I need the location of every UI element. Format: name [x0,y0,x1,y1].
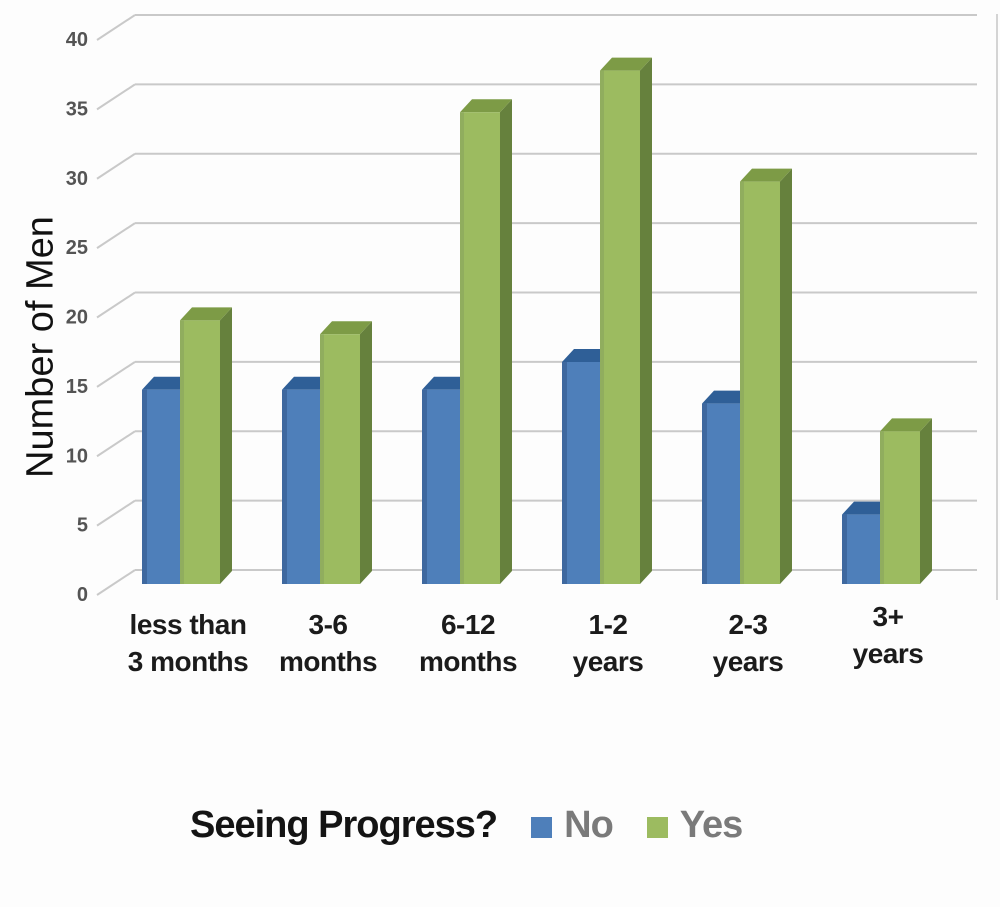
bar-no-top-2 [422,376,472,390]
bar-no-edge-2 [422,389,427,584]
legend-swatch-yes-icon [646,816,668,838]
bar-no-0 [142,389,180,584]
bar-no-top-1 [282,376,332,390]
x-category-label-line2: months [279,646,377,677]
x-category-label-line2: years [853,638,924,669]
bar-yes-0 [180,320,220,584]
tick-connector [96,569,136,596]
tick-connector [96,152,136,180]
y-axis-title: Number of Men [19,216,62,478]
tick-connector [96,430,136,458]
bar-no-top-5 [842,501,892,515]
y-tick-label: 30 [66,168,88,190]
legend-item-no: No [531,804,614,847]
bar-no-edge-1 [282,389,287,584]
bar-no-top-4 [702,390,752,404]
x-category-label-line1: 2-3 [729,609,768,640]
bar-yes-top-3 [600,57,652,71]
bar-no-edge-0 [142,389,147,584]
x-category-label-line1: 6-12 [441,609,495,640]
y-tick-label: 35 [66,98,88,120]
x-category-label-line2: months [419,646,517,677]
legend: Seeing Progress? No Yes [190,804,744,847]
bar-no-top-0 [142,376,192,390]
bar-yes-side-1 [360,321,372,584]
legend-swatch-no-icon [531,816,553,838]
y-tick-label: 0 [77,584,88,606]
bar-no-1 [282,389,320,584]
y-tick-label: 15 [66,376,88,398]
tick-connector [96,83,136,111]
legend-title: Seeing Progress? [190,804,498,846]
bar-yes-1 [320,334,360,584]
bar-yes-edge-4 [740,181,744,584]
x-category-label-line2: 3 months [128,646,248,677]
tick-connector [96,361,136,388]
y-tick-label: 40 [66,29,88,51]
legend-item-yes: Yes [646,804,744,847]
x-category-label-line1: less than [130,609,247,640]
bar-yes-edge-1 [320,334,324,584]
legend-label-no: No [564,804,614,846]
bar-yes-edge-2 [460,112,464,584]
tick-connector [96,14,136,41]
tick-connector [96,222,136,249]
bar-yes-top-1 [320,321,372,335]
bar-no-5 [842,514,880,584]
bar-no-edge-3 [562,362,567,584]
legend-label-yes: Yes [679,804,744,846]
bar-no-top-3 [562,349,612,362]
bar-yes-top-5 [880,418,932,432]
x-category-label-line1: 3+ [873,601,904,632]
bar-yes-side-4 [780,168,792,584]
bar-yes-top-4 [740,168,792,182]
x-category-label-line2: years [713,646,784,677]
bar-yes-2 [460,112,500,584]
x-category-label-line2: years [573,646,644,677]
bar-yes-top-0 [180,307,232,321]
bar-yes-3 [600,70,640,584]
y-tick-label: 10 [66,445,88,467]
tick-connector [96,291,136,319]
y-tick-label: 25 [66,237,88,259]
bar-yes-edge-5 [880,431,884,584]
bar-chart-canvas: 0 5 10 15 20 25 30 35 40 less than 3 months 3-6 mont… [66,14,998,677]
bar-yes-edge-0 [180,320,184,584]
bar-yes-edge-3 [600,70,604,584]
bar-no-edge-4 [702,403,707,584]
x-category-label-line1: 3-6 [309,609,348,640]
bar-yes-side-3 [640,57,652,584]
y-tick-label: 20 [66,307,88,329]
bar-no-edge-5 [842,514,847,584]
bar-no-3 [562,362,600,584]
bar-yes-4 [740,181,780,584]
bar-yes-5 [880,431,920,584]
bar-no-4 [702,403,740,584]
tick-connector [96,499,136,527]
y-tick-label: 5 [77,515,88,537]
bar-yes-side-2 [500,99,512,584]
bar-no-2 [422,389,460,584]
bar-yes-top-2 [460,99,512,113]
bar-yes-side-5 [920,418,932,584]
bar-yes-side-0 [220,307,232,584]
x-category-label-line1: 1-2 [589,609,628,640]
